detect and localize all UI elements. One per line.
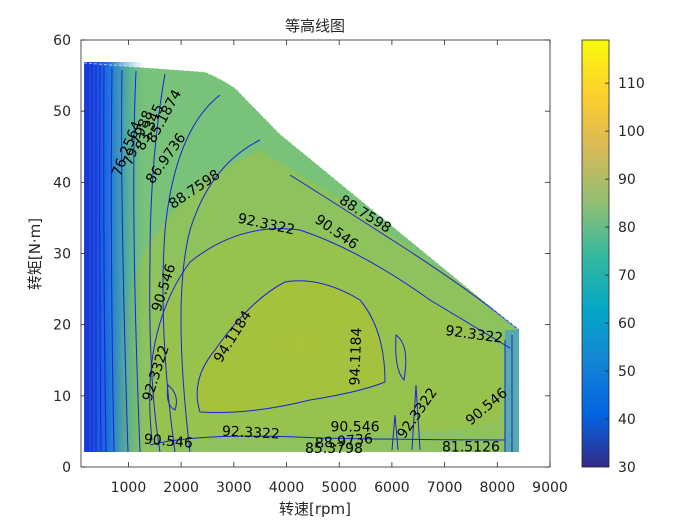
colorbar-tick-label: 70	[618, 268, 636, 284]
colorbar-tick-label: 100	[618, 124, 645, 140]
contour-label: 88.9736	[315, 431, 374, 452]
contour-peak	[220, 290, 380, 400]
contour-line-941	[196, 280, 386, 413]
colorbar	[581, 39, 610, 468]
left-edge-gradient	[84, 62, 144, 452]
y-tick-label: 0	[62, 460, 71, 476]
contour-line-833	[133, 70, 141, 453]
x-tick-label: 6000	[374, 480, 410, 496]
contour-line-spike-b	[411, 384, 421, 451]
contour-line-island-b	[166, 384, 177, 411]
contour-label: 90.546	[143, 432, 193, 452]
contour-line-outer-d	[99, 64, 102, 453]
contour-line-spike-a	[391, 414, 399, 451]
x-tick-label: 5000	[321, 480, 357, 496]
contour-line-851	[149, 73, 166, 453]
contour-line-762	[110, 67, 115, 453]
colorbar-tick-label: 40	[618, 412, 636, 428]
x-tick-label: 3000	[216, 480, 252, 496]
contour-line-bottom	[149, 435, 506, 446]
colorbar-ticks: 30 40 50 60 70 80 90 100 110	[605, 76, 645, 476]
plot-area	[83, 62, 520, 453]
y-tick-label: 10	[53, 389, 71, 405]
y-tick-label: 20	[53, 318, 71, 334]
boundary-edge	[83, 62, 520, 331]
contour-lines	[87, 63, 520, 453]
x-tick-label: 1000	[111, 480, 147, 496]
y-axis: 0 10 20 30 40 50 60	[53, 33, 550, 476]
contour-label: 92.3322	[222, 424, 281, 443]
contour-label: 81.5126	[442, 439, 500, 455]
colorbar-tick-label: 30	[618, 460, 636, 476]
y-tick-label: 60	[53, 33, 71, 49]
contour-line-797	[121, 69, 129, 453]
x-tick-label: 2000	[163, 480, 199, 496]
y-axis-label: 转矩[N·m]	[26, 218, 44, 290]
contour-label: 90.546	[331, 419, 380, 435]
x-tick-label: 9000	[532, 480, 568, 496]
x-tick-label: 7000	[427, 480, 463, 496]
y-tick-label: 30	[53, 247, 71, 263]
contour-label: 85.3798	[305, 441, 363, 457]
chart-title: 等高线图	[285, 17, 345, 35]
x-axis: 1000 2000 3000 4000 5000 6000 7000 8000 9000	[111, 40, 568, 496]
y-tick-label: 40	[53, 175, 71, 191]
colorbar-tick-label: 50	[618, 364, 636, 380]
contour-line-923	[149, 228, 511, 441]
contour-line-905	[289, 174, 520, 331]
colorbar-tick-label: 90	[618, 172, 636, 188]
x-axis-label: 转速[rpm]	[279, 500, 351, 518]
x-tick-label: 8000	[479, 480, 515, 496]
contour-line-island-a	[395, 334, 407, 382]
colorbar-tick-label: 80	[618, 220, 636, 236]
contour-line-869	[162, 94, 221, 453]
contour-label: 92.3322	[444, 323, 504, 347]
contour-line-887	[180, 139, 261, 453]
x-tick-label: 4000	[269, 480, 305, 496]
colorbar-tick-label: 110	[618, 76, 645, 92]
y-tick-label: 50	[53, 104, 71, 120]
contour-line-outer-e	[103, 65, 107, 453]
contour-label: 94.1184	[347, 327, 365, 386]
colorbar-tick-label: 60	[618, 316, 636, 332]
